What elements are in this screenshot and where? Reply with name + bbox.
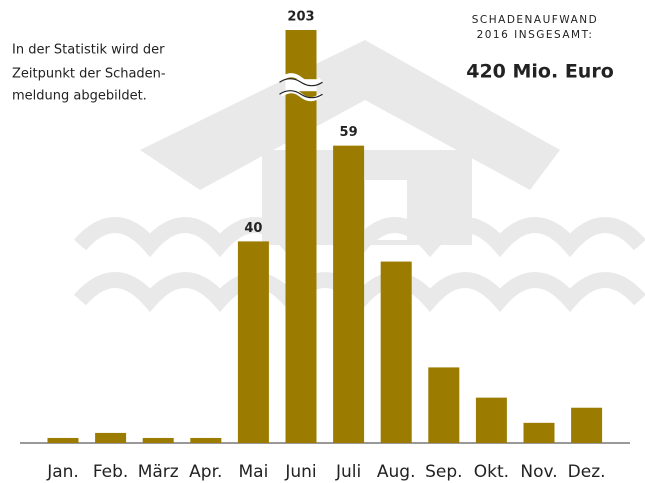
x-tick-label: Jan. xyxy=(46,462,79,482)
x-tick-label: Aug. xyxy=(377,462,416,482)
bar xyxy=(571,408,602,443)
value-label: 59 xyxy=(340,125,358,140)
bar xyxy=(48,438,79,443)
chart: In der Statistik wird der Zeitpunkt der … xyxy=(0,0,645,483)
value-label: 40 xyxy=(244,221,262,236)
bar xyxy=(143,438,174,443)
x-tick-label: Apr. xyxy=(189,462,222,482)
x-tick-label: Okt. xyxy=(474,462,509,482)
x-tick-label: März xyxy=(138,462,179,482)
x-tick-label: Nov. xyxy=(520,462,557,482)
bar xyxy=(476,398,507,443)
bar xyxy=(381,262,412,443)
bar xyxy=(238,241,269,443)
annotation: meldung abgebildet. xyxy=(12,89,147,104)
total-label: 2016 INSGESAMT: xyxy=(477,29,594,41)
bar xyxy=(190,438,221,443)
bar xyxy=(333,146,364,443)
bar xyxy=(524,423,555,443)
x-tick-label: Feb. xyxy=(93,462,129,482)
value-label: 203 xyxy=(287,10,314,25)
bar xyxy=(95,433,126,443)
x-tick-label: Dez. xyxy=(568,462,606,482)
annotation: In der Statistik wird der xyxy=(12,43,165,58)
annotation: Zeitpunkt der Schaden- xyxy=(12,67,166,82)
total-label: SCHADENAUFWAND xyxy=(472,14,599,26)
x-tick-label: Juni xyxy=(284,462,316,482)
bar xyxy=(428,367,459,443)
x-tick-label: Juli xyxy=(335,462,361,482)
x-tick-label: Mai xyxy=(238,462,268,482)
x-tick-label: Sep. xyxy=(425,462,462,482)
total-value: 420 Mio. Euro xyxy=(466,61,614,83)
